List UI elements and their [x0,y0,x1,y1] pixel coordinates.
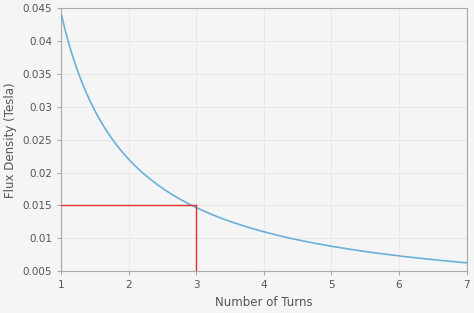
X-axis label: Number of Turns: Number of Turns [215,296,313,309]
Y-axis label: Flux Density (Tesla): Flux Density (Tesla) [4,82,17,198]
